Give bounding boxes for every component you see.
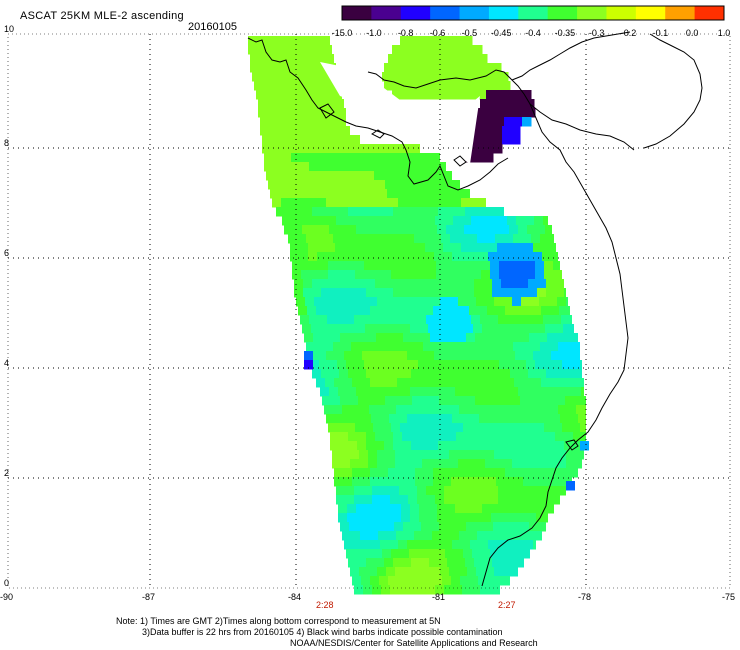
map-frame	[7, 33, 731, 589]
color-bar-label: -0.1	[652, 28, 669, 38]
color-bar-label: -15.0	[331, 28, 353, 38]
color-bar-swatch	[606, 6, 637, 20]
color-bar-swatch	[518, 6, 549, 20]
color-bar-swatch	[547, 6, 578, 20]
color-bar-label: -0.8	[397, 28, 414, 38]
color-bar-swatch	[400, 6, 431, 20]
color-bar-swatch	[488, 6, 519, 20]
x-tick-label: -84	[288, 592, 302, 602]
color-bar-label: 1.0	[717, 28, 731, 38]
color-bar-label: -0.2	[620, 28, 637, 38]
y-tick-label: 4	[4, 358, 10, 368]
y-tick-label: 0	[4, 578, 10, 588]
y-tick-label: 10	[4, 24, 15, 34]
color-bar-label: -1.0	[366, 28, 382, 38]
lat-lon-grid	[8, 34, 730, 588]
color-bar-swatch	[694, 6, 725, 20]
y-tick-label: 2	[4, 468, 10, 478]
wind-swath	[248, 36, 589, 595]
color-bar	[341, 5, 725, 21]
color-bar-swatch	[430, 6, 461, 20]
color-bar-label: -0.35	[554, 28, 576, 38]
y-tick-label: 6	[4, 248, 10, 258]
x-tick-label: -81	[432, 592, 446, 602]
color-bar-label: -0.6	[429, 28, 446, 38]
x-tick-label: -87	[142, 592, 156, 602]
map-title: ASCAT 25KM MLE-2 ascending	[20, 10, 184, 22]
color-bar-swatch	[459, 6, 490, 20]
color-bar-swatch	[635, 6, 666, 20]
y-tick-label: 8	[4, 138, 10, 148]
x-tick-label: -78	[578, 592, 592, 602]
color-bar-swatch	[665, 6, 696, 20]
color-bar-swatch	[577, 6, 607, 20]
note-line-2: 3)Data buffer is 22 hrs from 20160105 4)…	[142, 627, 503, 637]
color-bar-swatch	[342, 6, 372, 20]
color-bar-swatch	[371, 6, 402, 20]
color-bar-label: -0.3	[588, 28, 605, 38]
color-bar-label: -0.45	[490, 28, 512, 38]
x-tick-label: -75	[722, 592, 736, 602]
color-bar-label: 0.0	[685, 28, 699, 38]
pass-time-right: 2:27	[498, 600, 516, 610]
map-date: 20160105	[188, 21, 237, 33]
x-tick-label: -90	[0, 592, 14, 602]
color-bar-label: -0.4	[525, 28, 541, 38]
note-line-3: NOAA/NESDIS/Center for Satellite Applica…	[290, 638, 538, 648]
note-line-1: Note: 1) Times are GMT 2)Times along bot…	[116, 616, 441, 626]
pass-time-left: 2:28	[316, 600, 334, 610]
coastline	[247, 31, 703, 587]
color-bar-label: -0.5	[461, 28, 478, 38]
